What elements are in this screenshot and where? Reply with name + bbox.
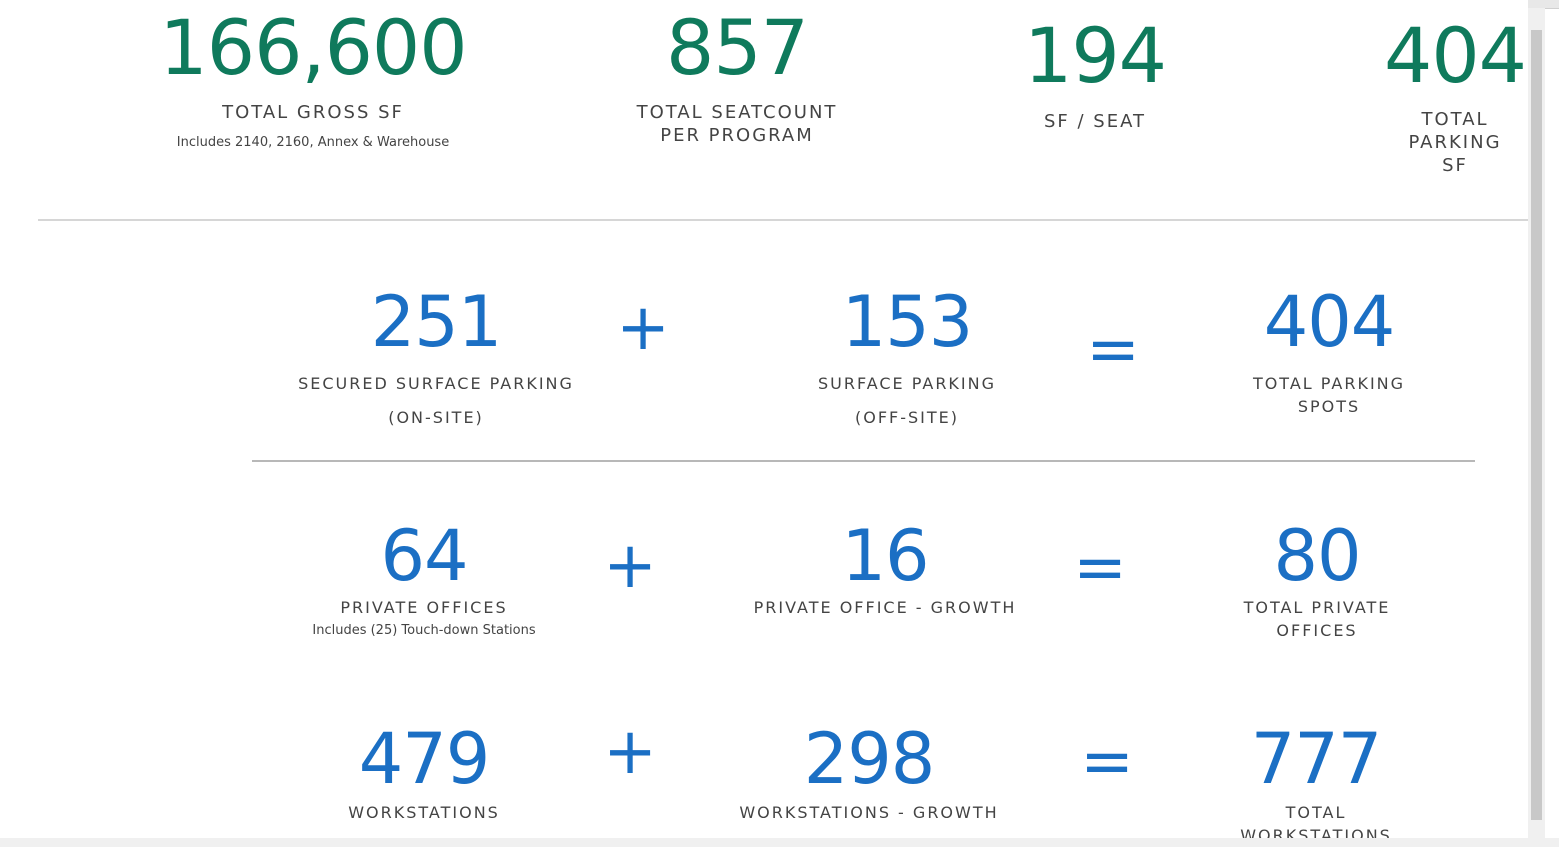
stat-label: TOTAL GROSS SF (222, 102, 404, 123)
metric-value: 777 (1250, 718, 1383, 800)
metric-label: TOTAL PARKING SPOTS (1252, 374, 1406, 416)
metric-value: 153 (841, 281, 974, 363)
metric-label: SECURED SURFACE PARKING (298, 374, 574, 393)
plus-sign: + (603, 529, 657, 603)
stat-label: TOTAL PARKING SF (1408, 109, 1502, 176)
plus-sign: + (603, 715, 657, 789)
stat-value: 404 (1383, 11, 1527, 100)
stat-value: 166,600 (159, 3, 467, 92)
metric-note: Includes (25) Touch-down Stations (312, 623, 536, 638)
stat-note: Includes 2140, 2160, Annex & Warehouse (176, 135, 450, 150)
scrollbar-thumb[interactable] (1531, 30, 1542, 820)
metric-label: PRIVATE OFFICE - GROWTH (753, 598, 1017, 617)
metric-value: 16 (841, 515, 929, 597)
metric-note: (ON-SITE) (388, 408, 484, 427)
metric-value: 298 (803, 718, 936, 800)
equals-sign: = (1080, 725, 1134, 799)
stat-value: 857 (665, 3, 809, 92)
metric-value: 251 (370, 281, 503, 363)
equals-sign: = (1086, 313, 1140, 387)
metric-label: WORKSTATIONS (348, 803, 500, 822)
stat-value: 194 (1023, 11, 1167, 100)
metric-label: PRIVATE OFFICES (340, 598, 508, 617)
plus-sign: + (616, 291, 670, 365)
metric-label: WORKSTATIONS - GROWTH (739, 803, 999, 822)
stat-label: TOTAL SEATCOUNT PER PROGRAM (636, 102, 838, 146)
metric-value: 404 (1263, 281, 1396, 363)
metric-value: 80 (1273, 515, 1361, 597)
metric-note: (OFF-SITE) (854, 408, 960, 427)
equals-sign: = (1073, 531, 1127, 605)
divider (38, 219, 1528, 221)
metric-value: 64 (380, 515, 468, 597)
metric-value: 479 (358, 718, 491, 800)
metric-label: TOTAL PRIVATE OFFICES (1243, 598, 1391, 640)
divider (252, 460, 1475, 462)
metric-label: SURFACE PARKING (817, 374, 997, 393)
stat-label: SF / SEAT (1044, 111, 1146, 132)
horizontal-scrollbar[interactable] (0, 838, 1559, 847)
